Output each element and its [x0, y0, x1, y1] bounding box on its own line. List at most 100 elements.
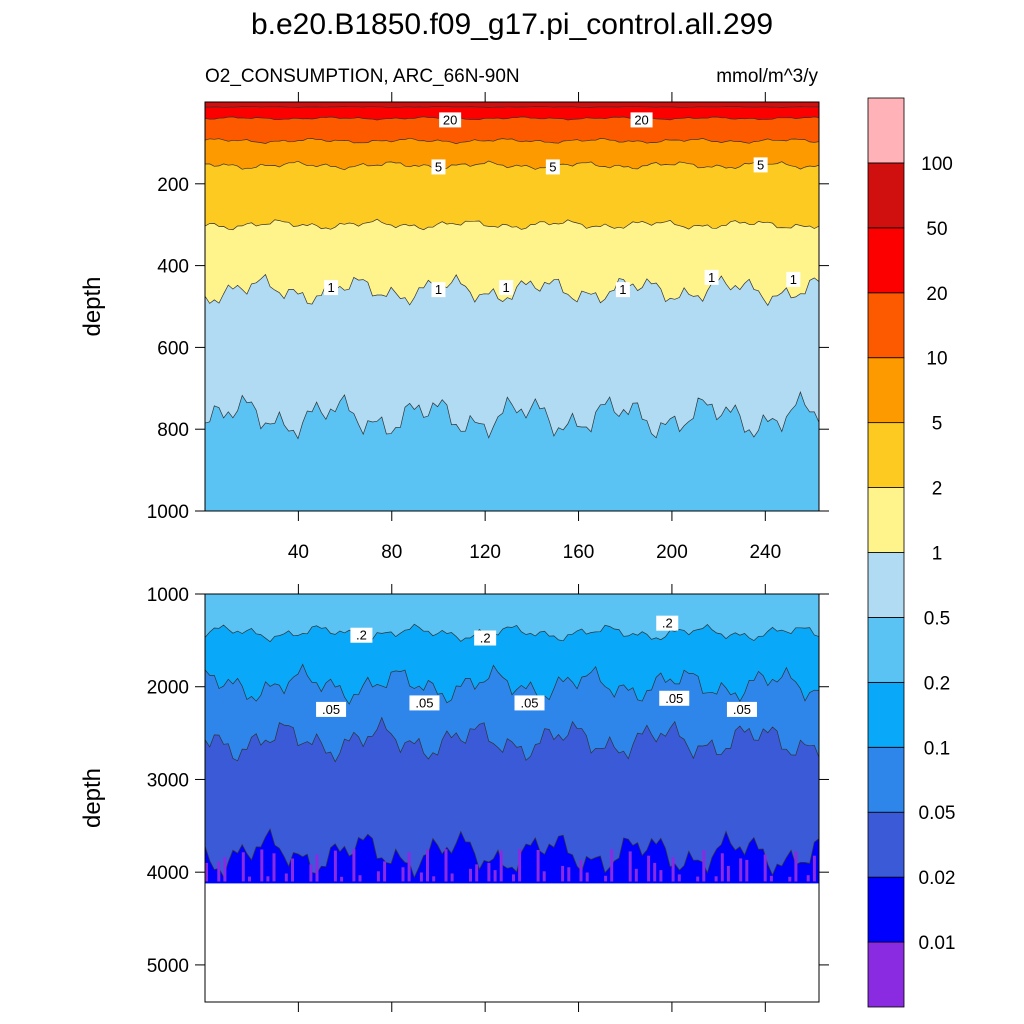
upper-panel: 20 20 5 5 5 1 1 1 1 1 1 200 400 600 800 1000 depth	[79, 92, 829, 523]
speckle-0.01	[702, 850, 706, 882]
y-axis-label: depth	[79, 768, 106, 828]
contour-label-bg	[431, 282, 446, 298]
contour-label-bg	[659, 690, 690, 706]
y-tick-label: 4000	[147, 863, 189, 884]
speckle-0.01	[272, 853, 276, 882]
speckle-0.01	[499, 850, 503, 882]
colorbar-swatch	[867, 422, 905, 488]
speckle-0.01	[806, 875, 810, 882]
units-subtitle: mmol/m^3/y	[716, 66, 818, 87]
contour-label: .05	[733, 702, 751, 717]
colorbar-swatch	[867, 292, 905, 359]
contour-label-bg	[514, 695, 545, 711]
x-tick-label: 200	[656, 542, 688, 563]
speckle-0.01	[653, 862, 657, 882]
plot-frame	[204, 593, 820, 1003]
speckle-0.01	[659, 870, 663, 882]
colorbar-swatch	[867, 227, 905, 294]
colorbar-swatch	[867, 357, 905, 424]
contour-label: 1	[708, 270, 715, 285]
y-tick-label: 800	[157, 420, 189, 441]
colorbar-label: 0.02	[919, 868, 956, 889]
contour-band-0.01	[205, 828, 819, 884]
contour-label: 1	[327, 280, 334, 295]
y-tick-label: 600	[157, 338, 189, 359]
contour-label: .2	[662, 616, 673, 631]
speckle-0.01	[604, 875, 608, 882]
speckle-0.01	[579, 859, 583, 882]
contour-label-bg	[656, 615, 679, 631]
contour-label: 20	[634, 112, 648, 127]
contour-label: .05	[322, 702, 340, 717]
contour-label: .2	[356, 628, 367, 643]
x-tick-label: 240	[749, 542, 781, 563]
x-tick-label: 120	[469, 542, 501, 563]
speckle-0.01	[567, 867, 571, 882]
contour-label-bg	[615, 282, 630, 298]
plot-frame	[204, 101, 820, 512]
contour-label-bg	[499, 280, 514, 296]
speckle-0.01	[610, 849, 614, 882]
colorbar-swatch	[867, 876, 905, 943]
speckle-0.01	[769, 875, 773, 882]
speckle-0.01	[794, 851, 798, 882]
contour-label-bg	[474, 630, 497, 646]
speckle-0.01	[205, 862, 208, 882]
speckle-0.01	[714, 876, 718, 882]
colorbar-label: 20	[926, 284, 947, 305]
contour-label-bg	[409, 695, 440, 711]
colorbar-swatch	[867, 681, 905, 748]
speckle-0.01	[812, 855, 816, 882]
colorbar-label: 0.1	[924, 738, 950, 759]
contour-label-bg	[350, 627, 373, 643]
lower-panel: .2 .2 .2 .05 .05 .05 .05 .05 1000 2000 3000 4000 500…	[79, 584, 829, 1012]
contour-label: .05	[415, 695, 433, 710]
contour-label: 5	[435, 159, 442, 174]
colorbar-label: 100	[921, 154, 953, 175]
speckle-0.01	[542, 871, 546, 882]
speckle-0.01	[340, 876, 344, 882]
contour-label: 5	[549, 159, 556, 174]
speckle-0.01	[376, 871, 380, 882]
speckle-0.01	[309, 864, 313, 882]
colorbar-swatch	[867, 941, 905, 1008]
contour-label: .05	[665, 691, 683, 706]
colorbar-label: 2	[932, 479, 943, 500]
speckle-0.01	[315, 854, 319, 882]
y-tick-label: 1000	[147, 502, 189, 523]
contour-label: .05	[520, 695, 538, 710]
speckle-0.01	[401, 867, 405, 882]
speckle-0.01	[358, 875, 362, 882]
speckle-0.01	[260, 849, 264, 882]
speckle-0.01	[512, 874, 515, 882]
x-tick-label: 40	[288, 542, 309, 563]
contour-label: 1	[503, 280, 510, 295]
contour-label-bg	[726, 701, 757, 717]
contour-label-bg	[753, 157, 768, 173]
y-axis-label: depth	[79, 276, 106, 336]
speckle-0.01	[407, 852, 411, 882]
x-tick-label: 80	[381, 542, 402, 563]
y-tick-label: 200	[157, 175, 189, 196]
contour-label: 1	[790, 272, 797, 287]
speckle-0.01	[720, 853, 724, 882]
speckle-0.01	[536, 850, 540, 882]
colorbar-swatch	[867, 97, 905, 164]
y-tick-label: 5000	[147, 956, 189, 977]
colorbar: 0.01 0.02 0.05 0.1 0.2 0.5 1 2 5 10 20 50 100	[867, 97, 956, 1008]
x-tick-label: 160	[563, 542, 595, 563]
colorbar-swatch	[867, 162, 905, 229]
y-tick-label: 3000	[147, 770, 189, 791]
contour-band-0.5	[205, 391, 819, 511]
speckle-0.01	[788, 876, 792, 882]
contour-label: 20	[443, 112, 457, 127]
colorbar-label: 1	[932, 544, 943, 565]
speckle-0.01	[726, 865, 730, 882]
contour-label: 5	[757, 157, 764, 172]
speckle-0.01	[383, 861, 387, 882]
speckle-0.01	[450, 873, 454, 882]
speckle-0.01	[419, 872, 423, 882]
colorbar-swatch	[867, 552, 905, 618]
colorbar-label: 0.5	[924, 608, 950, 629]
